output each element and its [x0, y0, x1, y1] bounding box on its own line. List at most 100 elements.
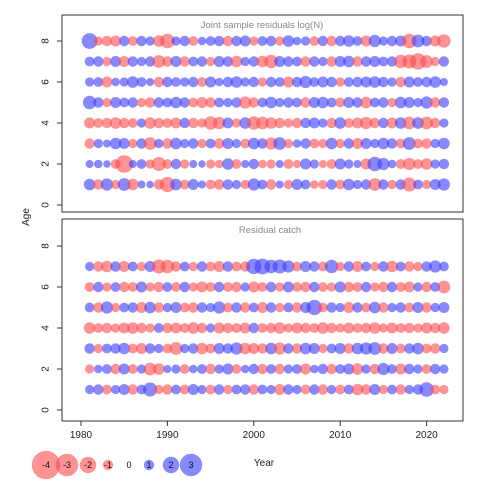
bubble-age3-2001 [257, 343, 268, 354]
legend-bubble [179, 453, 203, 477]
bubble-age7-1999 [240, 56, 250, 67]
bubble-age1-2000 [247, 178, 260, 191]
bubble-age3-2008 [318, 343, 328, 354]
bubble-age1-1996 [214, 179, 225, 190]
bubble-age6-2016 [387, 77, 397, 87]
bubble-age6-1998 [230, 76, 243, 88]
bubble-age4-1993 [188, 117, 199, 129]
bubble-age4-1989 [153, 117, 164, 129]
bubble-age3-1991 [170, 137, 182, 150]
bubble-age5-1987 [136, 302, 147, 313]
bubble-age6-2019 [413, 77, 423, 87]
bubble-age7-2005 [292, 56, 302, 67]
bubble-age3-2009 [325, 137, 338, 150]
bubble-age1-1984 [111, 179, 121, 190]
bubble-age7-1984 [110, 261, 121, 272]
bubble-age3-1992 [180, 343, 190, 354]
bubble-age6-2007 [309, 281, 320, 293]
bubble-age1-1986 [127, 178, 139, 191]
bubble-age6-2000 [248, 281, 260, 293]
bubble-age7-2021 [429, 260, 442, 273]
bubble-age5-2002 [265, 302, 277, 313]
bubble-age3-1991 [169, 342, 183, 355]
bubble-age1-2021 [430, 384, 441, 395]
bubble-age5-2013 [361, 302, 371, 313]
bubble-age4-1988 [145, 323, 155, 333]
legend-label: 3 [188, 460, 193, 470]
bubble-age6-2001 [257, 282, 268, 292]
bubble-age7-2000 [248, 56, 259, 67]
bubble-age7-2010 [334, 56, 346, 67]
bubble-age7-2020 [420, 55, 433, 68]
bubble-age4-2015 [378, 117, 389, 129]
bubble-age5-1985 [119, 97, 130, 108]
bubble-age7-2019 [413, 261, 423, 272]
bubble-age2-2002 [266, 364, 276, 374]
bubble-age6-2001 [257, 77, 267, 87]
bubble-age8-2003 [275, 36, 285, 46]
bubble-age5-1991 [170, 302, 182, 313]
panel-joint-sample-residuals: Joint sample residuals log(N) 0 2 4 6 8 [41, 14, 464, 213]
bubble-age4-2020 [421, 322, 433, 334]
bubble-age1-1994 [197, 384, 207, 395]
bubble-age5-1995 [205, 97, 216, 108]
bubble-age6-2015 [378, 76, 389, 88]
bubble-age8-2006 [301, 36, 311, 46]
bubble-age2-2006 [300, 363, 312, 375]
bubble-age1-1995 [205, 179, 216, 190]
bubble-age4-1992 [179, 117, 190, 129]
bubble-age2-2010 [335, 364, 346, 374]
bubble-age4-2004 [283, 323, 293, 333]
bubble-age6-1985 [119, 281, 130, 293]
bubble-age6-1993 [188, 282, 198, 292]
bubble-age8-2014 [368, 34, 381, 48]
bubble-age1-1982 [93, 384, 104, 395]
bubble-age4-1990 [162, 322, 173, 334]
bubble-age2-2011 [344, 159, 354, 169]
bubble-age5-1989 [153, 302, 164, 313]
bubble-age7-1981 [84, 56, 95, 67]
bubble-age5-2004 [283, 302, 294, 313]
bubble-age7-1989 [152, 55, 166, 68]
bubble-age8-1985 [119, 35, 130, 47]
bubble-age2-1998 [231, 364, 242, 374]
bubble-age4-1982 [93, 323, 104, 333]
bubble-age4-2010 [334, 117, 347, 129]
bubble-age8-1991 [171, 36, 181, 46]
bubble-age5-2001 [256, 302, 268, 313]
bubble-age6-2004 [282, 281, 294, 293]
bubble-age6-2013 [360, 76, 372, 88]
bubble-age4-1983 [101, 322, 113, 334]
bubble-age2-1997 [222, 158, 234, 170]
bubble-age2-2000 [248, 158, 259, 170]
bubble-age5-1990 [162, 97, 173, 108]
bubble-age7-1982 [93, 56, 104, 67]
bubble-age5-2000 [248, 302, 259, 313]
bubble-age2-1987 [136, 159, 147, 169]
bubble-age1-2007 [309, 384, 320, 395]
bubble-age4-2008 [317, 322, 329, 334]
bubble-age5-2008 [317, 96, 329, 109]
bubble-age3-2010 [334, 343, 346, 354]
bubble-age8-1987 [136, 35, 147, 47]
panel-title-top: Joint sample residuals log(N) [201, 20, 324, 31]
bubble-age4-2014 [369, 322, 381, 334]
bubble-age7-1992 [179, 56, 190, 67]
bubble-age1-2002 [266, 384, 276, 395]
bubble-age6-1987 [136, 281, 147, 293]
bubble-age6-2022 [437, 280, 451, 294]
bubble-age4-1998 [231, 323, 242, 333]
bubble-age7-2012 [352, 261, 363, 272]
x-tick-label: 2010 [329, 430, 352, 441]
bubble-age6-2017 [395, 76, 406, 88]
bubble-age5-2010 [335, 302, 345, 313]
bubble-age4-1986 [127, 322, 139, 334]
bubble-age2-2022 [439, 364, 449, 374]
bubble-age6-2016 [386, 281, 398, 293]
bubble-age6-1985 [119, 77, 129, 87]
bubble-age8-2016 [386, 35, 398, 47]
x-tick-label: 1980 [70, 430, 93, 441]
bubble-age2-2006 [300, 158, 312, 170]
bubble-age3-1996 [214, 138, 225, 149]
size-legend: -4 -3 -2 -1 0 1 2 3 [31, 450, 203, 480]
